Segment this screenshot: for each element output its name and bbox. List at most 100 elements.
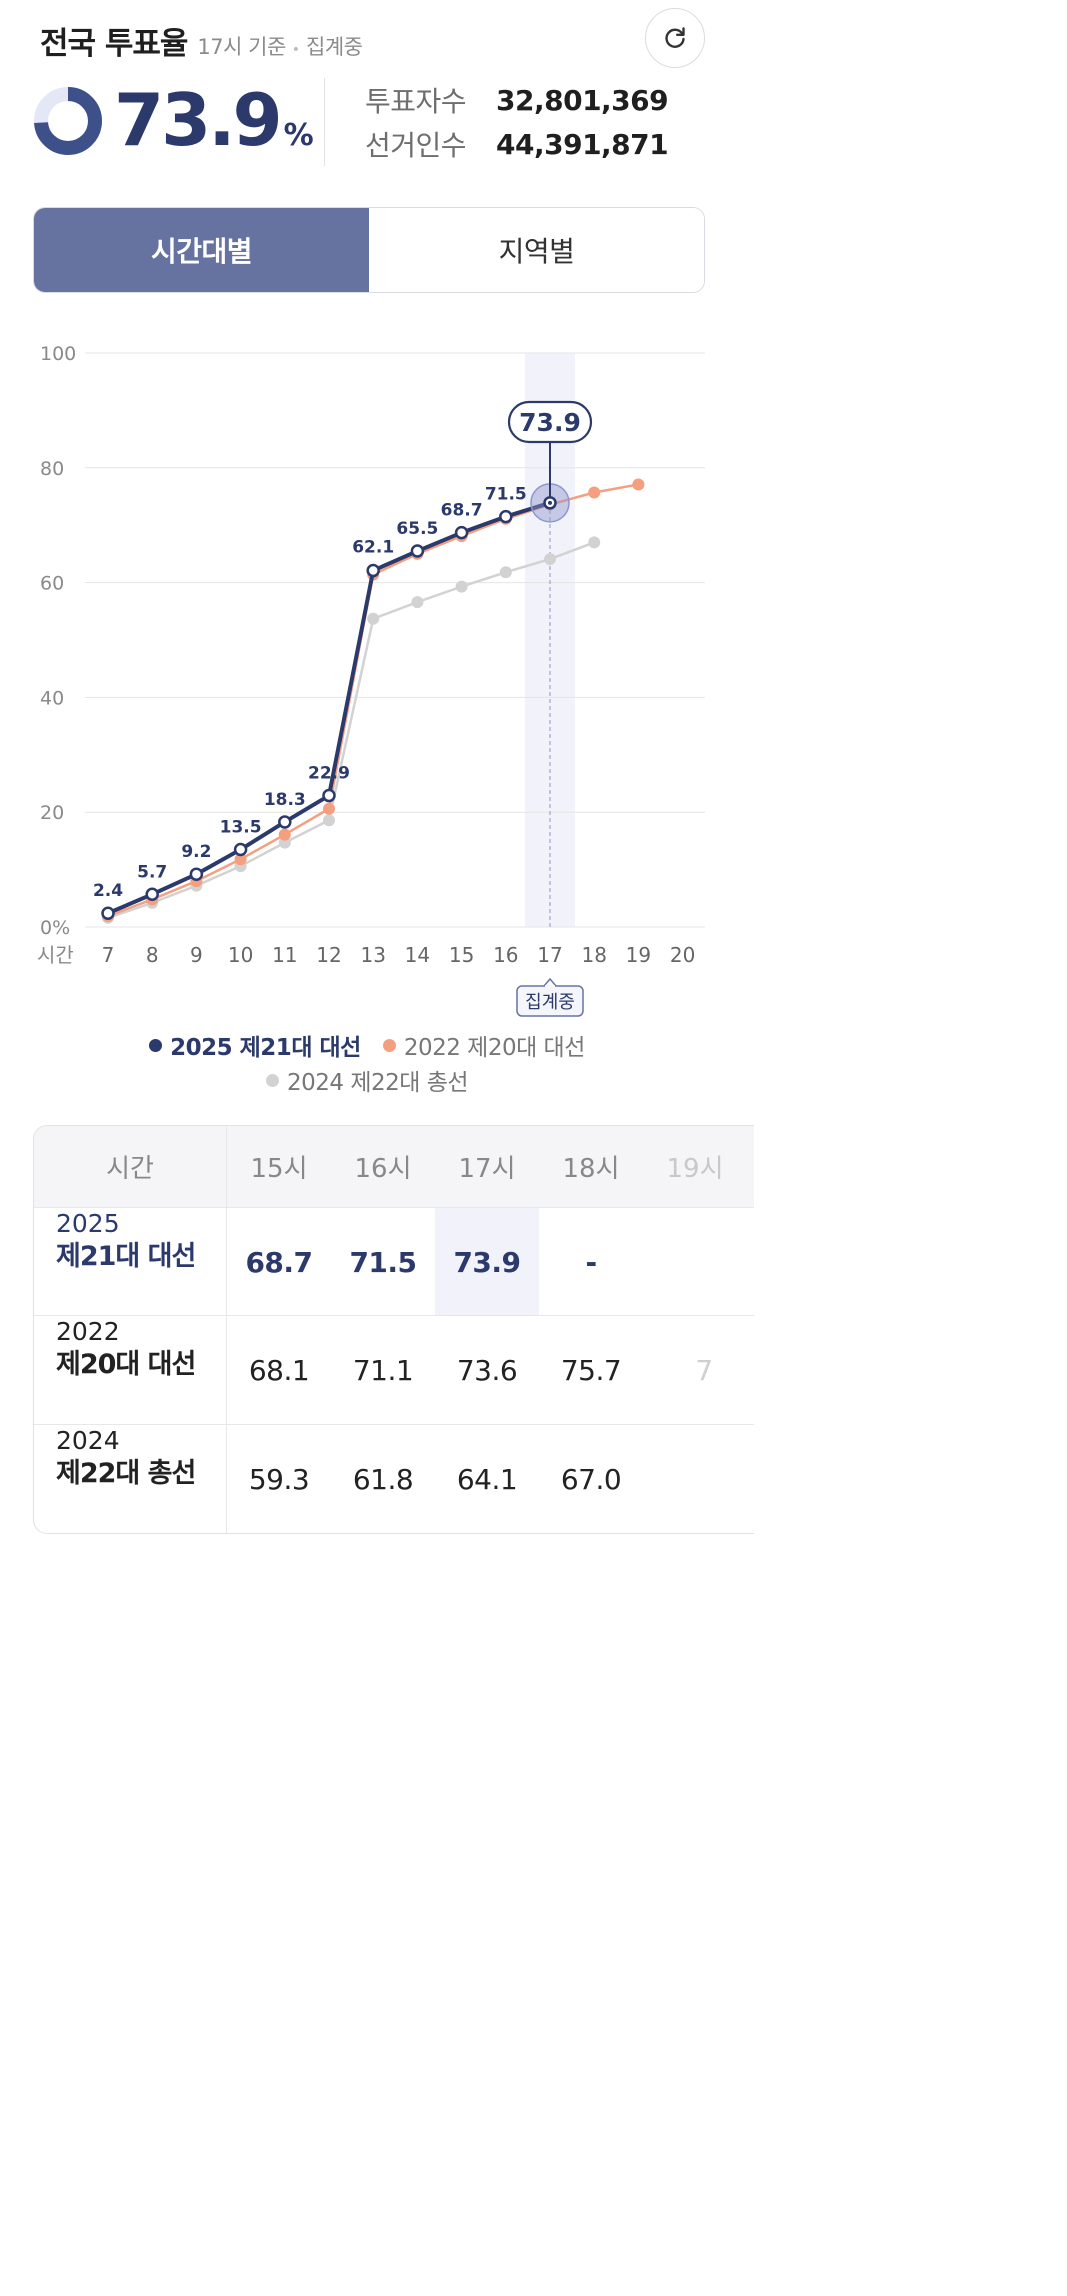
x-tick-label: 14	[405, 943, 430, 967]
page-title: 전국 투표율	[40, 26, 188, 62]
status-text: 집계중	[306, 35, 363, 59]
data-label: 9.2	[181, 842, 211, 862]
turnout-table: 시간 15시 16시 17시 18시 19시 2025 제21대 대선 68.7…	[33, 1125, 754, 1534]
x-tick-label: 11	[272, 943, 297, 967]
table-header-time: 시간	[34, 1126, 227, 1207]
data-point	[145, 887, 159, 902]
row-label: 2025 제21대 대선	[34, 1208, 227, 1316]
voters-value: 32,801,369	[496, 83, 669, 117]
time-basis: 17시 기준	[197, 35, 286, 59]
legend-dot-2024	[265, 1073, 279, 1087]
table-row: 2025 제21대 대선 68.7 71.5 73.9 -	[34, 1207, 754, 1316]
data-point	[588, 536, 601, 549]
row-name: 제21대 대선	[56, 1241, 196, 1272]
x-tick-label: 18	[581, 943, 606, 967]
voters-label: 투표자수	[365, 85, 467, 118]
table-cell: -	[585, 1245, 597, 1279]
refresh-button[interactable]	[645, 8, 705, 68]
data-point	[366, 563, 380, 578]
page-header: 전국 투표율 17시 기준 • 집계중	[40, 18, 363, 62]
turnout-line-chart: 0% 20 40 60 80 100 시간 7 8 9 10 11 12 13 14 15 16 17 18 19 20…	[37, 343, 705, 1017]
data-point	[367, 612, 380, 625]
electorate-value: 44,391,871	[496, 127, 669, 161]
data-point	[454, 525, 469, 540]
electorate-label: 선거인수	[365, 129, 467, 162]
row-label: 2022 제20대 대선	[34, 1316, 227, 1425]
turnout-percentage: 73.9%	[114, 78, 314, 178]
turnout-donut	[34, 87, 102, 155]
refresh-icon	[665, 27, 685, 48]
legend-dot-2022	[382, 1038, 396, 1052]
table-cell: 67.0	[560, 1463, 622, 1496]
data-label: 2.4	[93, 881, 123, 901]
data-point	[189, 867, 204, 881]
x-tick-label: 12	[316, 943, 341, 967]
data-point	[632, 478, 645, 491]
table-header-cell: 18시	[539, 1126, 643, 1207]
data-point	[411, 596, 424, 609]
data-label: 68.7	[441, 501, 483, 521]
data-point	[278, 815, 292, 829]
x-tick-label: 7	[102, 943, 115, 967]
view-tabs: 시간대별 지역별	[33, 207, 705, 293]
tab-by-region[interactable]: 지역별	[369, 208, 704, 292]
table-header-cell: 19시	[643, 1126, 747, 1207]
separator-dot: •	[291, 42, 301, 58]
table-cell: 61.8	[352, 1463, 414, 1496]
data-label: 65.5	[396, 519, 438, 539]
legend-item-2022: 2022 제20대 대선	[382, 1028, 585, 1062]
table-cell: 64.1	[456, 1463, 518, 1496]
data-point	[544, 553, 556, 566]
data-point	[323, 802, 335, 815]
x-tick-label: 13	[360, 943, 385, 967]
data-point	[278, 828, 291, 841]
x-tick-label: 9	[190, 943, 203, 967]
table-cell: 73.6	[456, 1354, 518, 1387]
table-cell-clipped: 7	[695, 1354, 713, 1387]
x-tick-label: 16	[493, 943, 518, 967]
tab-by-time[interactable]: 시간대별	[34, 208, 369, 292]
current-point-core	[548, 500, 552, 505]
table-row: 2022 제20대 대선 68.1 71.1 73.6 75.7 7	[34, 1315, 754, 1425]
row-year: 2022	[56, 1317, 120, 1346]
y-tick-label: 20	[40, 802, 64, 824]
status-tag-label: 집계중	[525, 992, 575, 1013]
data-point	[588, 486, 601, 499]
data-label: 13.5	[220, 818, 262, 838]
table-cell-current: 73.9	[435, 1208, 539, 1316]
x-tick-label: 10	[228, 943, 253, 967]
legend-dot-2025	[149, 1038, 163, 1052]
data-point	[410, 544, 425, 558]
data-label: 71.5	[485, 485, 527, 505]
x-axis-label: 시간	[37, 943, 74, 967]
turnout-unit: %	[283, 118, 314, 153]
electorate-stat: 선거인수 44,391,871	[365, 124, 669, 164]
x-tick-label: 20	[670, 943, 695, 967]
data-point	[233, 842, 248, 857]
data-point	[101, 906, 115, 920]
header-16: 16시	[354, 1154, 412, 1184]
series-line	[107, 500, 551, 916]
row-name: 제20대 대선	[56, 1349, 196, 1380]
series-line	[107, 541, 595, 920]
data-label: 5.7	[137, 862, 167, 882]
table-cell: 59.3	[248, 1463, 310, 1496]
legend-item-2025: 2025 제21대 대선	[149, 1028, 361, 1062]
data-point	[499, 509, 513, 524]
x-tick-label: 15	[449, 943, 474, 967]
row-name: 제22대 총선	[56, 1458, 196, 1489]
data-point	[455, 580, 468, 593]
data-point	[322, 788, 336, 803]
table-cell: 68.1	[248, 1354, 310, 1387]
data-label: 22.9	[308, 764, 350, 784]
table-header-row: 시간 15시 16시 17시 18시 19시	[34, 1126, 754, 1207]
row-label: 2024 제22대 총선	[34, 1425, 227, 1533]
table-header-cell: 17시	[435, 1126, 539, 1207]
legend-row-2: 2024 제22대 총선	[0, 1063, 734, 1097]
y-tick-label: 40	[40, 687, 64, 709]
table-cell: 71.1	[352, 1354, 414, 1387]
y-tick-label: 0%	[40, 917, 70, 939]
table-row: 2024 제22대 총선 59.3 61.8 64.1 67.0	[34, 1424, 754, 1533]
tag-pointer	[543, 977, 557, 987]
y-tick-label: 80	[40, 458, 64, 480]
